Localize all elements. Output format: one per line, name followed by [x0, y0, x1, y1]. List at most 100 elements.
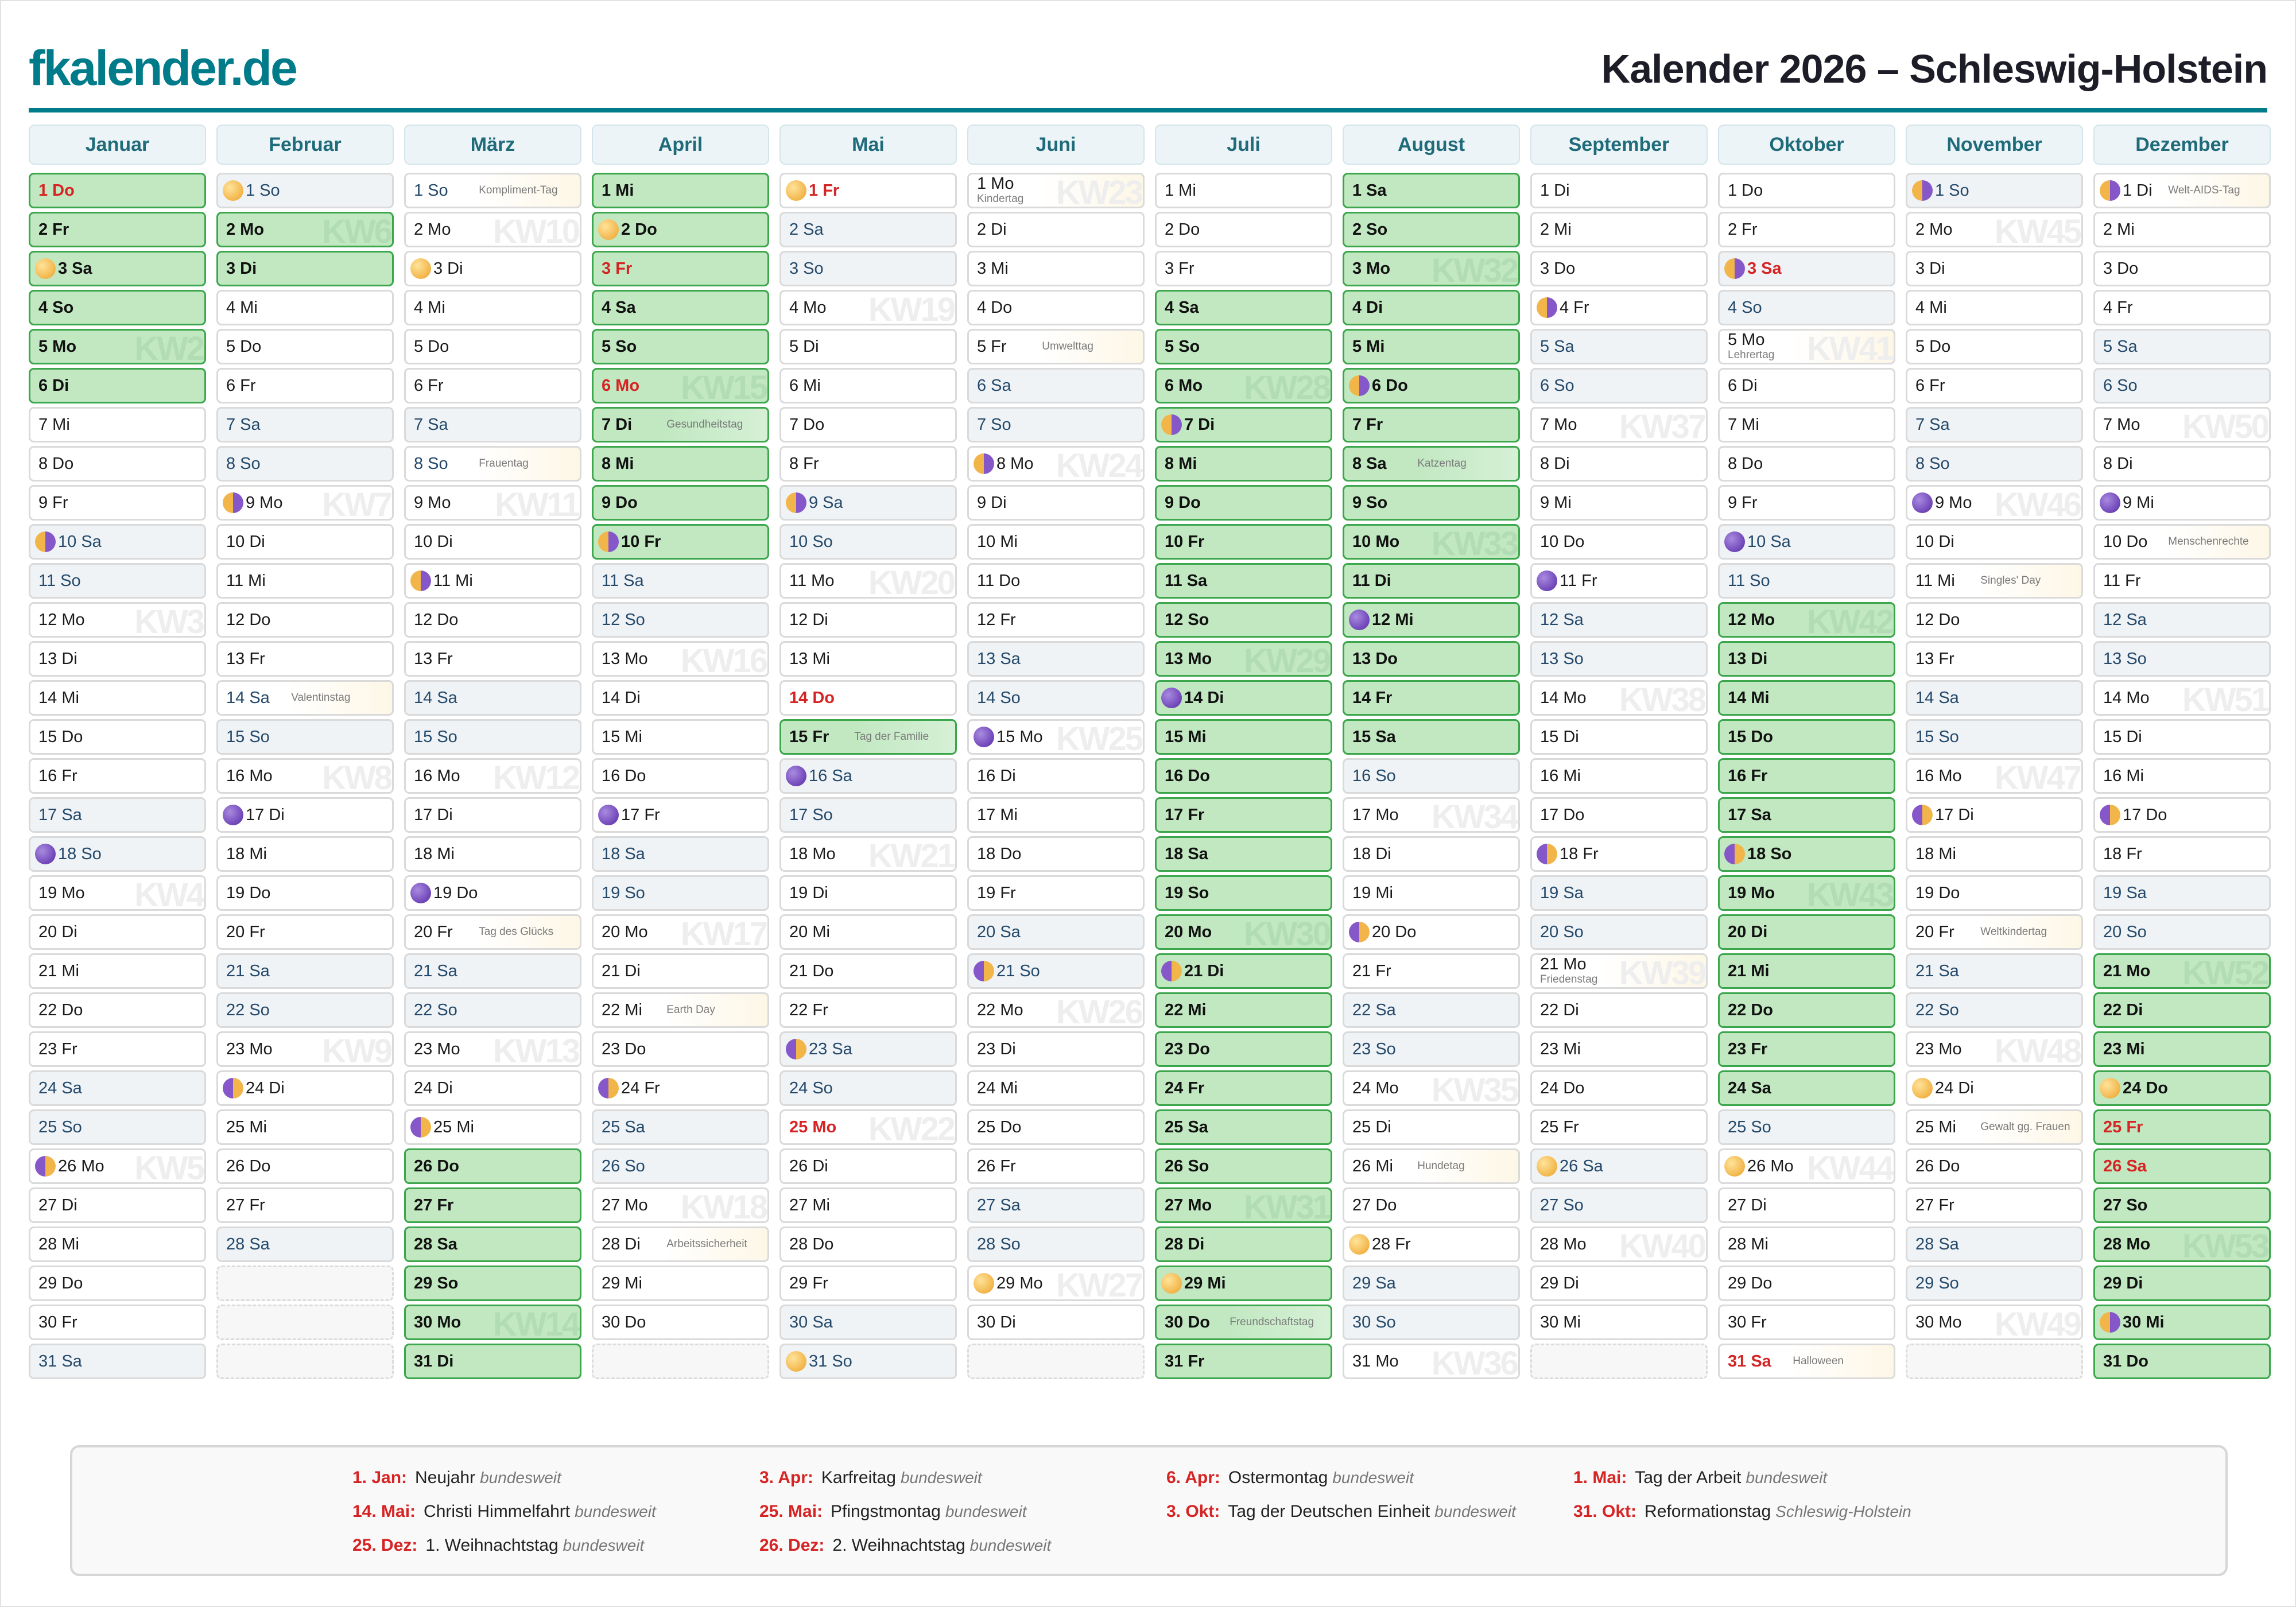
day-cell[interactable]: 30 Fr: [1718, 1305, 1895, 1340]
day-cell[interactable]: 17 Mo KW34: [1343, 797, 1520, 833]
day-cell[interactable]: 29 Sa: [1343, 1266, 1520, 1301]
day-cell[interactable]: 4 Fr: [2093, 290, 2271, 325]
day-cell[interactable]: 30 Do: [592, 1305, 769, 1340]
day-cell[interactable]: 5 So: [592, 329, 769, 364]
day-cell[interactable]: 12 So: [592, 602, 769, 638]
day-cell[interactable]: 16 Mo KW12: [404, 758, 581, 794]
day-cell[interactable]: 3 So: [779, 251, 957, 286]
day-cell[interactable]: 20 Di: [29, 914, 206, 950]
day-cell[interactable]: 8 Mi: [592, 446, 769, 482]
day-cell[interactable]: 23 So: [1343, 1031, 1520, 1067]
day-cell[interactable]: 15 Mi: [1155, 719, 1332, 755]
day-cell[interactable]: 18 Mo KW21: [779, 836, 957, 872]
day-cell[interactable]: 19 Sa: [2093, 875, 2271, 911]
day-cell[interactable]: 25 So: [29, 1109, 206, 1145]
day-cell[interactable]: 11 Sa: [1155, 563, 1332, 599]
day-cell[interactable]: 3 Sa: [29, 251, 206, 286]
day-cell[interactable]: 13 Sa: [967, 641, 1145, 677]
day-cell[interactable]: 12 Do: [216, 602, 394, 638]
day-cell[interactable]: 21 Sa: [1906, 953, 2083, 989]
day-cell[interactable]: 18 Do: [967, 836, 1145, 872]
day-cell[interactable]: 27 Fr: [1906, 1187, 2083, 1223]
day-cell[interactable]: 23 Sa: [779, 1031, 957, 1067]
day-cell[interactable]: 5 Mo KW41 Lehrertag: [1718, 329, 1895, 364]
day-cell[interactable]: 14 Di: [592, 680, 769, 716]
day-cell[interactable]: 22 Mo KW26: [967, 992, 1145, 1028]
day-cell[interactable]: 20 Di: [1718, 914, 1895, 950]
day-cell[interactable]: 18 Sa: [1155, 836, 1332, 872]
day-cell[interactable]: 24 So: [779, 1070, 957, 1106]
day-cell[interactable]: 25 Di: [1343, 1109, 1520, 1145]
day-cell[interactable]: 11 So: [29, 563, 206, 599]
day-cell[interactable]: 2 Mo KW45: [1906, 212, 2083, 247]
day-cell[interactable]: 13 Di: [29, 641, 206, 677]
day-cell[interactable]: 16 Do: [1155, 758, 1332, 794]
day-cell[interactable]: 15 Do: [1718, 719, 1895, 755]
day-cell[interactable]: 12 Do: [404, 602, 581, 638]
day-cell[interactable]: 26 Mi Hundetag: [1343, 1148, 1520, 1184]
day-cell[interactable]: 10 Fr: [1155, 524, 1332, 560]
day-cell[interactable]: 15 So: [1906, 719, 2083, 755]
day-cell[interactable]: 29 So: [404, 1266, 581, 1301]
day-cell[interactable]: 21 Di: [592, 953, 769, 989]
day-cell[interactable]: 11 Di: [1343, 563, 1520, 599]
day-cell[interactable]: 11 Mi Singles' Day: [1906, 563, 2083, 599]
day-cell[interactable]: 10 Di: [404, 524, 581, 560]
day-cell[interactable]: 14 Fr: [1343, 680, 1520, 716]
day-cell[interactable]: 21 Mi: [1718, 953, 1895, 989]
day-cell[interactable]: 18 Mi: [1906, 836, 2083, 872]
day-cell[interactable]: 24 Sa: [1718, 1070, 1895, 1106]
day-cell[interactable]: 22 So: [216, 992, 394, 1028]
day-cell[interactable]: 11 Mi: [216, 563, 394, 599]
day-cell[interactable]: 21 Mo KW39 Friedenstag: [1530, 953, 1708, 989]
day-cell[interactable]: 4 Mi: [404, 290, 581, 325]
day-cell[interactable]: 25 Sa: [1155, 1109, 1332, 1145]
day-cell[interactable]: 7 Fr: [1343, 407, 1520, 442]
day-cell[interactable]: 23 Mi: [2093, 1031, 2271, 1067]
day-cell[interactable]: 17 Sa: [1718, 797, 1895, 833]
day-cell[interactable]: 9 Do: [592, 485, 769, 521]
day-cell[interactable]: 3 Fr: [1155, 251, 1332, 286]
day-cell[interactable]: 1 Sa: [1343, 173, 1520, 208]
day-cell[interactable]: 23 Mo KW9: [216, 1031, 394, 1067]
day-cell[interactable]: 13 Mi: [779, 641, 957, 677]
day-cell[interactable]: 28 Sa: [404, 1226, 581, 1262]
day-cell[interactable]: 14 Sa: [404, 680, 581, 716]
day-cell[interactable]: 1 Fr: [779, 173, 957, 208]
day-cell[interactable]: 9 Fr: [29, 485, 206, 521]
day-cell[interactable]: 19 Do: [1906, 875, 2083, 911]
day-cell[interactable]: 27 Mi: [779, 1187, 957, 1223]
day-cell[interactable]: 8 Di: [1530, 446, 1708, 482]
day-cell[interactable]: 25 Mi Gewalt gg. Frauen: [1906, 1109, 2083, 1145]
day-cell[interactable]: 4 Mo KW19: [779, 290, 957, 325]
day-cell[interactable]: 26 So: [592, 1148, 769, 1184]
day-cell[interactable]: 1 Mo KW23 Kindertag: [967, 173, 1145, 208]
day-cell[interactable]: 6 Mo KW28: [1155, 368, 1332, 403]
day-cell[interactable]: 11 Mo KW20: [779, 563, 957, 599]
day-cell[interactable]: 16 Sa: [779, 758, 957, 794]
day-cell[interactable]: 16 Mi: [1530, 758, 1708, 794]
day-cell[interactable]: 14 Di: [1155, 680, 1332, 716]
day-cell[interactable]: 10 Mo KW33: [1343, 524, 1520, 560]
day-cell[interactable]: 2 Mi: [2093, 212, 2271, 247]
day-cell[interactable]: 13 Fr: [216, 641, 394, 677]
day-cell[interactable]: 6 Do: [1343, 368, 1520, 403]
day-cell[interactable]: 15 Di: [1530, 719, 1708, 755]
day-cell[interactable]: 8 Mo KW24: [967, 446, 1145, 482]
day-cell[interactable]: 27 Fr: [216, 1187, 394, 1223]
day-cell[interactable]: 28 So: [967, 1226, 1145, 1262]
day-cell[interactable]: 5 So: [1155, 329, 1332, 364]
day-cell[interactable]: 4 Mi: [1906, 290, 2083, 325]
day-cell[interactable]: 20 Sa: [967, 914, 1145, 950]
day-cell[interactable]: 8 So: [1906, 446, 2083, 482]
day-cell[interactable]: 10 So: [779, 524, 957, 560]
day-cell[interactable]: 4 Do: [967, 290, 1145, 325]
day-cell[interactable]: 22 Do: [1718, 992, 1895, 1028]
day-cell[interactable]: 21 Sa: [404, 953, 581, 989]
day-cell[interactable]: 15 Fr Tag der Familie: [779, 719, 957, 755]
day-cell[interactable]: 26 So: [1155, 1148, 1332, 1184]
day-cell[interactable]: 1 Mi: [592, 173, 769, 208]
day-cell[interactable]: 7 Mo KW37: [1530, 407, 1708, 442]
day-cell[interactable]: 1 Do: [29, 173, 206, 208]
day-cell[interactable]: 14 Mi: [29, 680, 206, 716]
